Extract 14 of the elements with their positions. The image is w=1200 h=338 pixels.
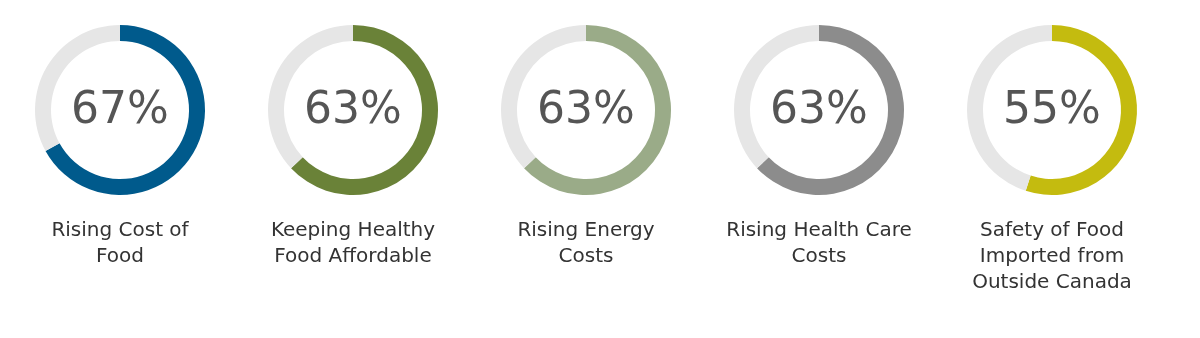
- donut-slice: [524, 25, 671, 195]
- text: Rising Cost of Food: [51, 217, 190, 267]
- text: Safety of Food Imported from Outside Canada: [972, 217, 1132, 293]
- text: Keeping Healthy Food Affordable: [270, 217, 436, 267]
- data-label: 55%: [1003, 82, 1101, 133]
- data-label: 67%: [71, 82, 169, 133]
- text: Rising Energy Costs: [517, 217, 655, 267]
- data-label: 63%: [770, 82, 868, 133]
- donut-slice: [45, 25, 205, 195]
- donut-slice: [291, 25, 438, 195]
- text: Rising Health Care Costs: [726, 217, 912, 267]
- data-label: 63%: [537, 82, 635, 133]
- donut-slice: [757, 25, 904, 195]
- data-label: 63%: [304, 82, 402, 133]
